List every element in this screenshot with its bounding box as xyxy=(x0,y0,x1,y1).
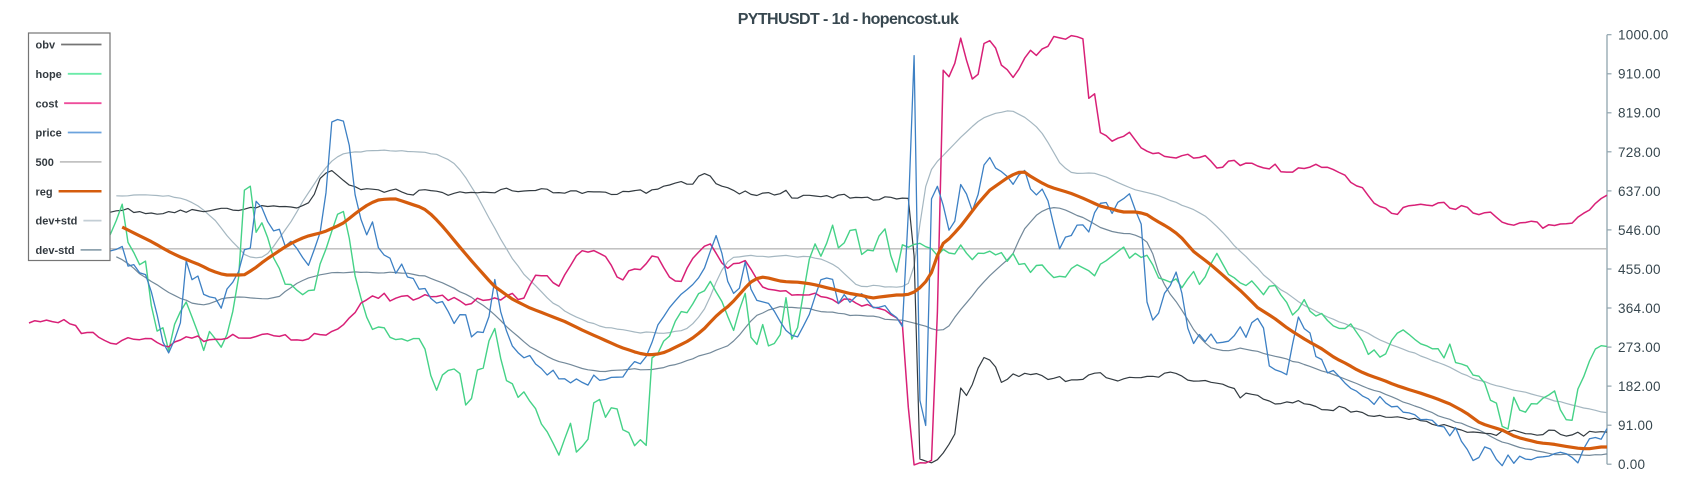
svg-text:364.00: 364.00 xyxy=(1618,301,1661,316)
svg-text:price: price xyxy=(36,128,62,140)
svg-text:cost: cost xyxy=(36,98,59,110)
svg-text:dev+std: dev+std xyxy=(36,216,78,228)
svg-text:500: 500 xyxy=(36,157,54,169)
svg-text:1000.00: 1000.00 xyxy=(1618,28,1669,43)
svg-text:455.00: 455.00 xyxy=(1618,262,1661,277)
svg-text:dev-std: dev-std xyxy=(36,245,75,257)
svg-text:182.00: 182.00 xyxy=(1618,379,1661,394)
svg-text:637.00: 637.00 xyxy=(1618,184,1661,199)
svg-text:546.00: 546.00 xyxy=(1618,223,1661,238)
svg-text:PYTHUSDT - 1d - hopencost.uk: PYTHUSDT - 1d - hopencost.uk xyxy=(738,11,959,28)
svg-text:obv: obv xyxy=(36,40,56,52)
svg-text:reg: reg xyxy=(36,186,53,198)
svg-text:819.00: 819.00 xyxy=(1618,106,1661,121)
svg-text:hope: hope xyxy=(36,69,62,81)
svg-text:910.00: 910.00 xyxy=(1618,67,1661,82)
svg-text:91.00: 91.00 xyxy=(1618,418,1653,433)
svg-text:273.00: 273.00 xyxy=(1618,340,1661,355)
svg-text:0.00: 0.00 xyxy=(1618,457,1645,472)
svg-text:728.00: 728.00 xyxy=(1618,145,1661,160)
